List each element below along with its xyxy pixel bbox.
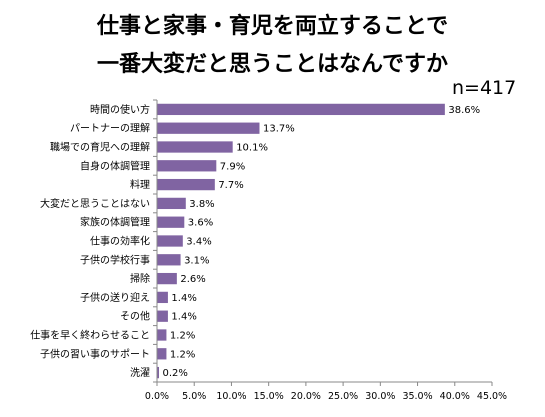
x-tick-label: 20.0% xyxy=(291,391,321,402)
x-tick-label: 5.0% xyxy=(182,391,206,402)
x-tick-label: 0.0% xyxy=(145,391,169,402)
data-label: 3.1% xyxy=(184,255,209,266)
data-label: 1.4% xyxy=(171,293,196,304)
bar xyxy=(157,141,233,153)
category-label: 職場での育児への理解 xyxy=(50,141,150,154)
category-label: 家族の体調管理 xyxy=(80,216,150,229)
category-label: 仕事を早く終わらせること xyxy=(30,329,150,342)
sample-size-label: n=417 xyxy=(452,77,517,99)
bar xyxy=(157,197,186,210)
data-label: 7.9% xyxy=(220,161,245,172)
bar xyxy=(157,254,181,266)
data-label: 3.6% xyxy=(188,218,213,229)
data-label: 0.2% xyxy=(162,368,187,379)
category-label: 子供の学校行事 xyxy=(80,253,150,266)
data-label: 1.2% xyxy=(170,349,195,360)
bar xyxy=(157,122,260,134)
bar xyxy=(157,329,167,341)
data-label: 1.4% xyxy=(171,312,196,323)
category-label: 掃除 xyxy=(130,272,150,285)
bar xyxy=(157,291,168,304)
x-tick-label: 40.0% xyxy=(440,391,470,402)
x-tick-label: 30.0% xyxy=(365,391,395,402)
data-label: 38.6% xyxy=(448,105,480,116)
bar xyxy=(157,272,177,285)
data-label: 10.1% xyxy=(236,143,268,154)
bar xyxy=(157,235,183,247)
bar xyxy=(157,366,159,379)
category-label: 料理 xyxy=(130,178,150,191)
category-label: パートナーの理解 xyxy=(70,122,150,135)
category-label: 仕事の効率化 xyxy=(90,235,150,248)
data-label: 2.6% xyxy=(180,274,205,285)
category-label: 洗濯 xyxy=(130,367,150,379)
category-label: 自身の体調管理 xyxy=(80,159,150,172)
x-tick-label: 15.0% xyxy=(254,391,284,402)
bar xyxy=(157,160,217,172)
category-label: その他 xyxy=(120,310,150,323)
x-tick-label: 25.0% xyxy=(328,391,358,402)
category-label: 子供の送り迎え xyxy=(80,291,150,304)
bar xyxy=(157,178,215,191)
category-label: 大変だと思うことはない xyxy=(40,197,150,210)
category-label: 子供の習い事のサポート xyxy=(40,347,150,360)
bar xyxy=(157,310,168,322)
data-label: 7.7% xyxy=(218,180,243,191)
data-label: 3.8% xyxy=(189,199,214,210)
category-label: 時間の使い方 xyxy=(90,103,150,116)
chart-title-line1: 仕事と家事・育児を両立することで xyxy=(96,14,449,39)
x-tick-label: 10.0% xyxy=(216,391,246,402)
x-tick-label: 35.0% xyxy=(402,391,432,402)
data-label: 3.4% xyxy=(186,237,211,248)
bar xyxy=(157,216,185,228)
bar xyxy=(157,103,445,116)
chart-title-line2: 一番大変だと思うことはなんですか xyxy=(97,52,448,77)
data-label: 13.7% xyxy=(263,124,295,135)
bar xyxy=(157,348,167,360)
data-label: 1.2% xyxy=(170,331,195,342)
x-tick-label: 45.0% xyxy=(477,391,507,402)
